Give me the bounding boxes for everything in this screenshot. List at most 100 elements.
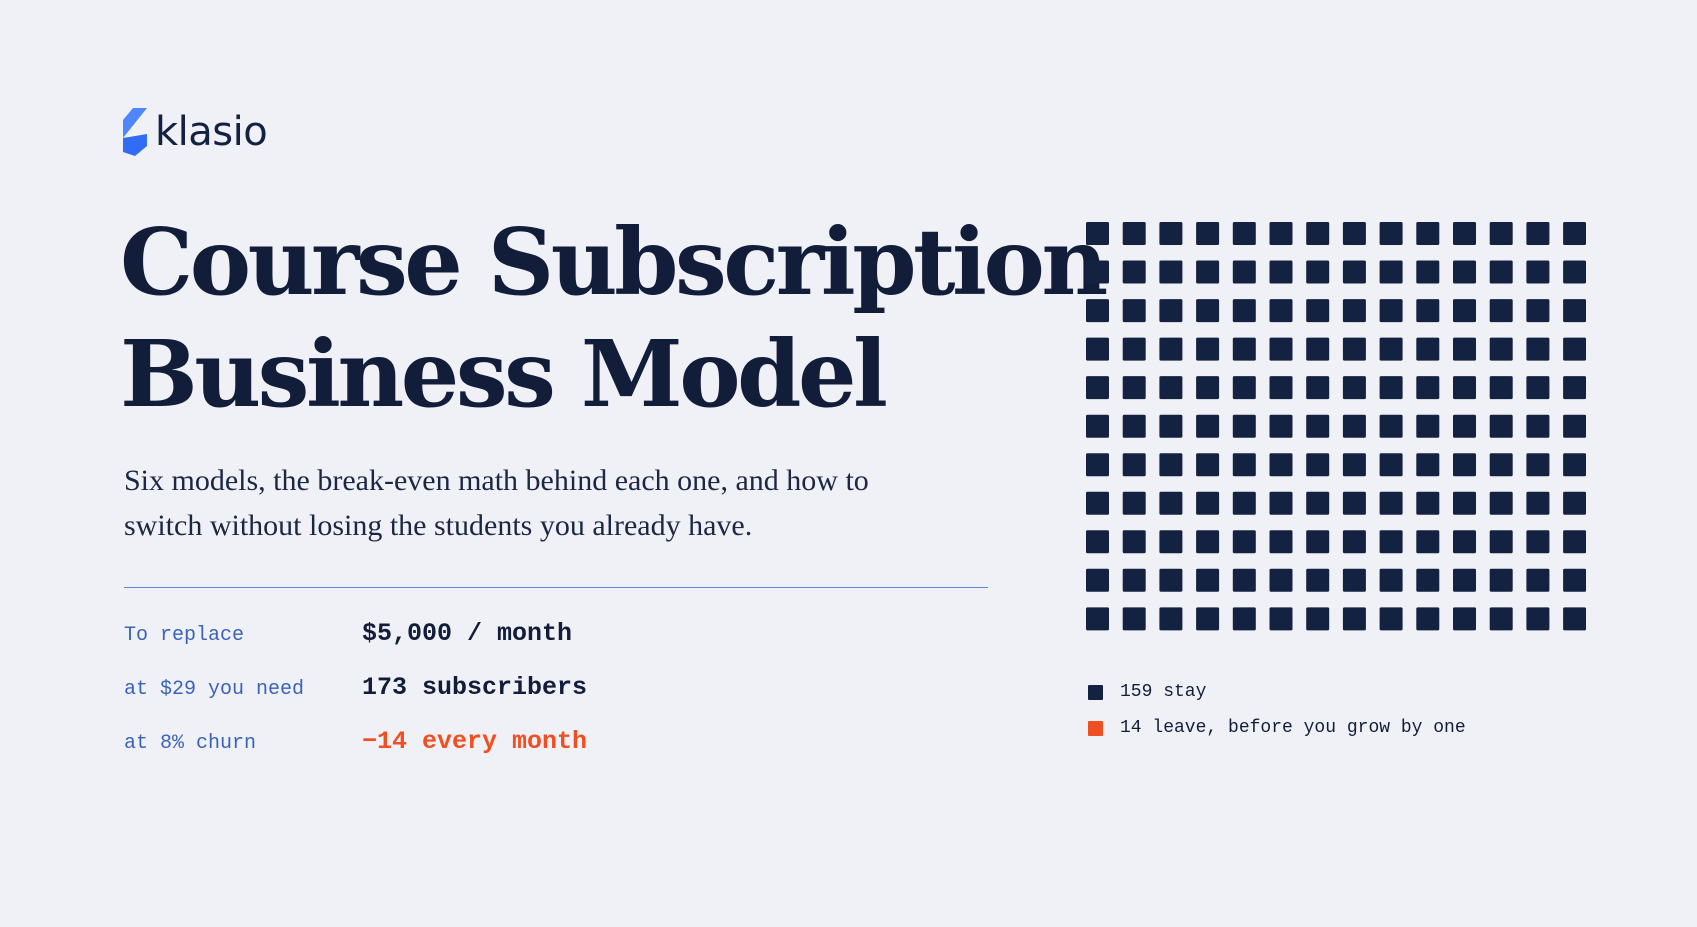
divider xyxy=(124,587,988,588)
waffle-square-stay xyxy=(1342,299,1366,323)
waffle-square-stay xyxy=(1196,491,1220,515)
waffle-square-stay xyxy=(1526,530,1550,554)
waffle-square-stay xyxy=(1306,222,1330,245)
waffle-square-stay xyxy=(1269,453,1293,477)
waffle-square-stay xyxy=(1379,568,1403,592)
waffle-square-stay xyxy=(1269,376,1293,400)
waffle-chart xyxy=(1086,222,1586,631)
waffle-square-stay xyxy=(1416,453,1440,477)
waffle-square-stay xyxy=(1159,414,1183,438)
waffle-square-stay xyxy=(1269,222,1293,245)
waffle-square-stay xyxy=(1453,260,1476,284)
waffle-square-stay xyxy=(1086,376,1109,400)
waffle-square-stay xyxy=(1453,453,1476,477)
stat-value: $5,000 / month xyxy=(362,619,573,648)
brand-name: klasio xyxy=(155,109,268,155)
waffle-square-stay xyxy=(1379,414,1403,438)
waffle-square-stay xyxy=(1122,530,1146,554)
waffle-square-stay xyxy=(1563,530,1586,554)
waffle-square-stay xyxy=(1342,607,1366,631)
waffle-square-stay xyxy=(1232,299,1256,323)
waffle-square-stay xyxy=(1379,607,1403,631)
waffle-square-stay xyxy=(1379,530,1403,554)
brand-logo[interactable]: klasio xyxy=(123,108,268,156)
waffle-square-stay xyxy=(1379,299,1403,323)
waffle-square-stay xyxy=(1563,376,1586,400)
waffle-square-stay xyxy=(1526,222,1550,245)
page-title: Course Subscription Business Model xyxy=(120,206,1108,430)
waffle-square-stay xyxy=(1489,222,1513,245)
waffle-square-stay xyxy=(1122,337,1146,361)
waffle-square-stay xyxy=(1416,568,1440,592)
waffle-square-stay xyxy=(1232,607,1256,631)
waffle-square-stay xyxy=(1342,568,1366,592)
waffle-square-stay xyxy=(1563,414,1586,438)
waffle-square-stay xyxy=(1342,376,1366,400)
waffle-square-stay xyxy=(1342,530,1366,554)
waffle-square-stay xyxy=(1416,260,1440,284)
waffle-square-stay xyxy=(1269,607,1293,631)
waffle-square-stay xyxy=(1232,453,1256,477)
subtitle-line-1: Six models, the break-even math behind e… xyxy=(124,464,869,497)
waffle-square-stay xyxy=(1122,491,1146,515)
waffle-square-stay xyxy=(1122,568,1146,592)
waffle-square-stay xyxy=(1159,222,1183,245)
waffle-square-stay xyxy=(1196,607,1220,631)
waffle-square-stay xyxy=(1159,530,1183,554)
waffle-square-stay xyxy=(1232,260,1256,284)
waffle-square-stay xyxy=(1086,607,1109,631)
waffle-square-stay xyxy=(1269,299,1293,323)
waffle-square-stay xyxy=(1416,376,1440,400)
waffle-square-stay xyxy=(1416,607,1440,631)
waffle-square-stay xyxy=(1453,299,1476,323)
waffle-square-stay xyxy=(1489,337,1513,361)
waffle-square-stay xyxy=(1416,530,1440,554)
waffle-square-stay xyxy=(1342,491,1366,515)
waffle-square-stay xyxy=(1306,299,1330,323)
waffle-square-stay xyxy=(1526,376,1550,400)
waffle-square-stay xyxy=(1453,222,1476,245)
waffle-square-stay xyxy=(1269,414,1293,438)
waffle-square-stay xyxy=(1526,568,1550,592)
legend-swatch-stay xyxy=(1088,684,1103,700)
waffle-square-stay xyxy=(1342,453,1366,477)
waffle-square-stay xyxy=(1196,414,1220,438)
waffle-square-stay xyxy=(1269,530,1293,554)
waffle-square-stay xyxy=(1563,299,1586,323)
waffle-square-stay xyxy=(1086,530,1109,554)
waffle-square-stay xyxy=(1342,222,1366,245)
waffle-square-stay xyxy=(1122,453,1146,477)
waffle-square-stay xyxy=(1453,414,1476,438)
waffle-square-stay xyxy=(1122,299,1146,323)
waffle-square-stay xyxy=(1489,260,1513,284)
waffle-square-stay xyxy=(1086,568,1109,592)
waffle-square-stay xyxy=(1453,376,1476,400)
waffle-square-stay xyxy=(1526,491,1550,515)
title-line-1: Course Subscription xyxy=(120,208,1108,316)
waffle-square-stay xyxy=(1306,453,1330,477)
waffle-square-stay xyxy=(1196,222,1220,245)
waffle-square-stay xyxy=(1453,530,1476,554)
waffle-square-stay xyxy=(1086,260,1109,284)
waffle-square-stay xyxy=(1196,568,1220,592)
waffle-square-stay xyxy=(1306,491,1330,515)
waffle-square-stay xyxy=(1416,414,1440,438)
waffle-square-stay xyxy=(1489,453,1513,477)
waffle-square-stay xyxy=(1416,222,1440,245)
waffle-square-stay xyxy=(1159,453,1183,477)
stats-list: To replace $5,000 / month at $29 you nee… xyxy=(124,619,724,781)
waffle-square-stay xyxy=(1416,299,1440,323)
waffle-square-stay xyxy=(1086,222,1109,245)
stat-value: 173 subscribers xyxy=(362,673,588,702)
waffle-square-stay xyxy=(1306,607,1330,631)
legend-label-leave: 14 leave, before you grow by one xyxy=(1120,718,1466,738)
waffle-square-stay xyxy=(1086,337,1109,361)
waffle-square-stay xyxy=(1342,260,1366,284)
waffle-square-stay xyxy=(1489,414,1513,438)
legend-item-leave: 14 leave, before you grow by one xyxy=(1088,710,1466,746)
waffle-square-stay xyxy=(1159,568,1183,592)
page-subtitle: Six models, the break-even math behind e… xyxy=(124,458,944,548)
waffle-square-stay xyxy=(1232,376,1256,400)
waffle-square-stay xyxy=(1342,337,1366,361)
waffle-square-stay xyxy=(1196,299,1220,323)
